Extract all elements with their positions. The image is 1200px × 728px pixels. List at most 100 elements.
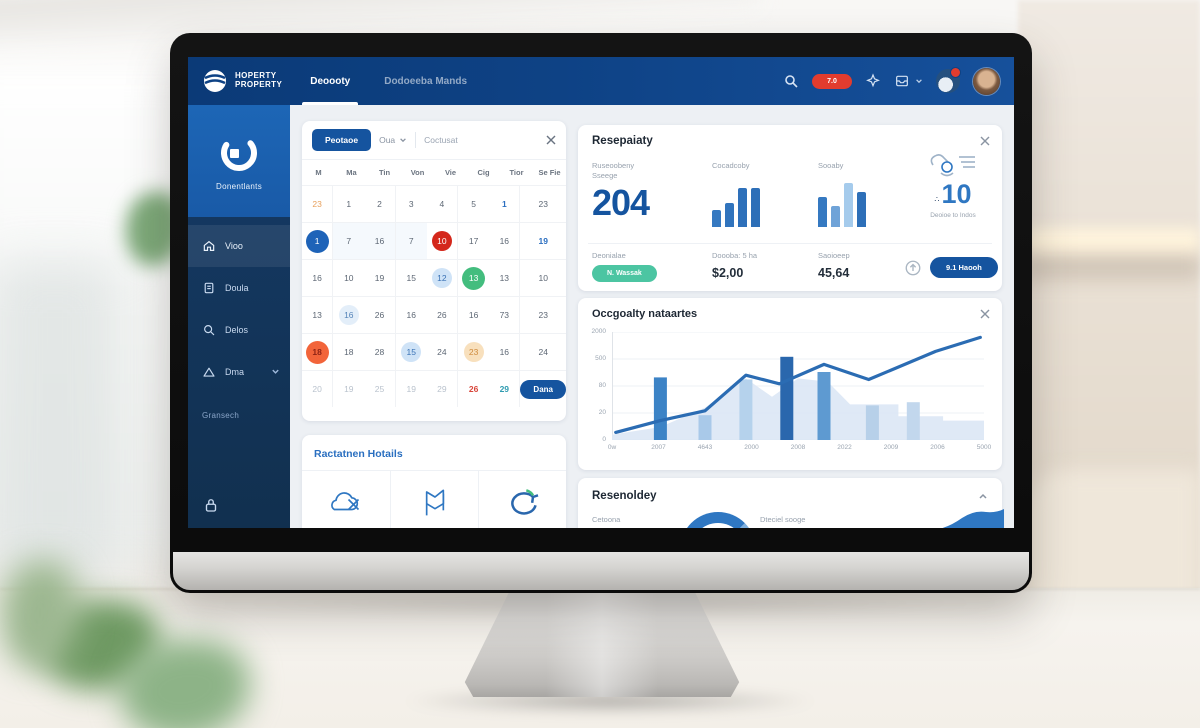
mini-bar-chart-2 bbox=[818, 182, 866, 227]
calendar-filter-button[interactable]: Peotaoe bbox=[312, 129, 372, 151]
hotel-action-1[interactable]: Data Sent bbox=[302, 471, 390, 528]
calendar-day[interactable]: 24 bbox=[520, 333, 566, 370]
y-axis-tick: 0 bbox=[602, 436, 606, 443]
close-icon[interactable] bbox=[980, 309, 990, 319]
calendar-day-number: 7 bbox=[408, 236, 414, 246]
nav-tab-1[interactable]: Deoooty bbox=[302, 57, 359, 105]
user-avatar[interactable] bbox=[973, 67, 1000, 95]
chevron-down-icon bbox=[400, 138, 407, 143]
team-avatar[interactable] bbox=[936, 67, 961, 93]
calendar-day[interactable]: 15 bbox=[395, 259, 427, 296]
inbox-icon[interactable] bbox=[894, 73, 910, 89]
calendar-day[interactable]: 17 bbox=[458, 222, 490, 259]
calendar-day[interactable]: 16 bbox=[458, 296, 490, 333]
calendar-day[interactable]: 23 bbox=[458, 333, 490, 370]
notification-badge[interactable]: 7.0 bbox=[812, 73, 852, 89]
sidebar-header: Donentlants bbox=[188, 105, 290, 217]
calendar-day[interactable]: 16 bbox=[302, 259, 334, 296]
calendar-day[interactable]: 13 bbox=[458, 259, 490, 296]
calendar-day[interactable]: 19 bbox=[333, 370, 365, 407]
calendar-day[interactable]: 13 bbox=[302, 296, 334, 333]
calendar-day[interactable]: 1 bbox=[489, 185, 521, 222]
calendar-day[interactable]: 7 bbox=[333, 222, 365, 259]
calendar-day-number: 15 bbox=[406, 273, 416, 283]
calendar-day[interactable]: 20 bbox=[302, 370, 334, 407]
calendar-day-number: 73 bbox=[499, 310, 510, 320]
calendar-day-number: 18 bbox=[344, 347, 354, 357]
report-button[interactable]: 9.1 Haooh bbox=[930, 257, 998, 278]
calendar-day-number: 17 bbox=[468, 236, 479, 246]
stat-footer-2: Doooba: 5 ha $2,00 bbox=[712, 251, 758, 280]
calendar-day[interactable]: 29 bbox=[426, 370, 459, 407]
sidebar-item-4[interactable]: Dma bbox=[188, 351, 290, 393]
calendar-day[interactable]: 24 bbox=[426, 333, 459, 370]
sidebar-item-1[interactable]: Vioo bbox=[188, 225, 290, 267]
calendar-day-number: 23 bbox=[463, 342, 484, 362]
status-badge[interactable]: N. Wassak bbox=[592, 264, 657, 282]
calendar-day[interactable]: 13 bbox=[489, 259, 521, 296]
hotel-action-3[interactable]: Auto Gionche bbox=[478, 471, 566, 528]
search-icon[interactable] bbox=[783, 73, 799, 89]
calendar-day[interactable]: 19 bbox=[520, 222, 566, 259]
nav-tab-2[interactable]: Dodoeeba Mands bbox=[384, 75, 468, 87]
calendar-day[interactable]: 15 bbox=[395, 333, 427, 370]
star-icon[interactable] bbox=[865, 73, 881, 89]
occupancy-chart bbox=[612, 332, 984, 440]
calendar-day-header: Tior bbox=[509, 168, 524, 177]
calendar-day[interactable]: 26 bbox=[458, 370, 490, 407]
calendar-day[interactable]: 19 bbox=[364, 259, 396, 296]
calendar-day-number: 23 bbox=[538, 310, 548, 320]
calendar-day[interactable]: 16 bbox=[395, 296, 427, 333]
calendar-day[interactable]: 4 bbox=[426, 185, 459, 222]
sidebar-item-3[interactable]: Delos bbox=[188, 309, 290, 351]
mini-bar bbox=[857, 191, 866, 227]
calendar-day[interactable]: 16 bbox=[489, 333, 521, 370]
calendar-day[interactable]: 3 bbox=[395, 185, 427, 222]
sidebar-item-2[interactable]: Doula bbox=[188, 267, 290, 309]
upload-icon[interactable] bbox=[904, 259, 922, 277]
screen: HOPERTY PROPERTY Deoooty Dodoeeba Mands … bbox=[188, 57, 1014, 528]
calendar-day-number: 20 bbox=[312, 384, 322, 394]
calendar-day[interactable]: 23 bbox=[520, 296, 566, 333]
sidebar-header-label: Donentlants bbox=[216, 182, 262, 191]
calendar-day[interactable]: 7 bbox=[395, 222, 427, 259]
calendar-day[interactable]: 18 bbox=[302, 333, 334, 370]
calendar-day[interactable]: 5 bbox=[458, 185, 490, 222]
calendar-day-number: 26 bbox=[468, 384, 479, 394]
calendar-search-input[interactable]: Coctusat bbox=[424, 135, 458, 145]
calendar-day[interactable]: 25 bbox=[364, 370, 396, 407]
calendar-day[interactable]: 23 bbox=[520, 185, 566, 222]
hotel-action-2[interactable]: Nma Tonoa bbox=[390, 471, 478, 528]
calendar-day[interactable]: 1 bbox=[333, 185, 365, 222]
mini-bar bbox=[818, 196, 827, 227]
lock-icon[interactable] bbox=[202, 496, 220, 514]
calendar-day[interactable]: 10 bbox=[520, 259, 566, 296]
calendar-day[interactable]: 2 bbox=[364, 185, 396, 222]
calendar-day[interactable]: 26 bbox=[426, 296, 459, 333]
calendar-day[interactable]: 23 bbox=[302, 185, 334, 222]
calendar-done-button[interactable]: Dana bbox=[520, 370, 566, 407]
calendar-day[interactable]: 10 bbox=[426, 222, 459, 259]
calendar-day-header: Se Fie bbox=[538, 168, 561, 177]
calendar-day[interactable]: 26 bbox=[364, 296, 396, 333]
close-icon[interactable] bbox=[980, 136, 990, 146]
calendar-day-number: 13 bbox=[462, 266, 486, 290]
chevron-down-icon[interactable] bbox=[915, 77, 923, 85]
calendar-day-header: Vie bbox=[444, 168, 457, 177]
calendar-day[interactable]: 73 bbox=[489, 296, 521, 333]
calendar-day[interactable]: 19 bbox=[395, 370, 427, 407]
calendar-dropdown[interactable]: Oua bbox=[379, 135, 407, 145]
calendar-day[interactable]: 16 bbox=[489, 222, 521, 259]
calendar-day[interactable]: 1 bbox=[302, 222, 334, 259]
chevron-up-icon[interactable] bbox=[978, 491, 988, 501]
calendar-day[interactable]: 18 bbox=[333, 333, 365, 370]
close-icon[interactable] bbox=[546, 135, 556, 145]
calendar-day[interactable]: 12 bbox=[426, 259, 459, 296]
calendar-day-header: Cig bbox=[477, 168, 490, 177]
calendar-day[interactable]: 28 bbox=[364, 333, 396, 370]
calendar-day-number: 5 bbox=[471, 199, 476, 209]
calendar-day[interactable]: 16 bbox=[333, 296, 365, 333]
calendar-day[interactable]: 29 bbox=[489, 370, 521, 407]
calendar-day[interactable]: 16 bbox=[364, 222, 396, 259]
calendar-day[interactable]: 10 bbox=[333, 259, 365, 296]
